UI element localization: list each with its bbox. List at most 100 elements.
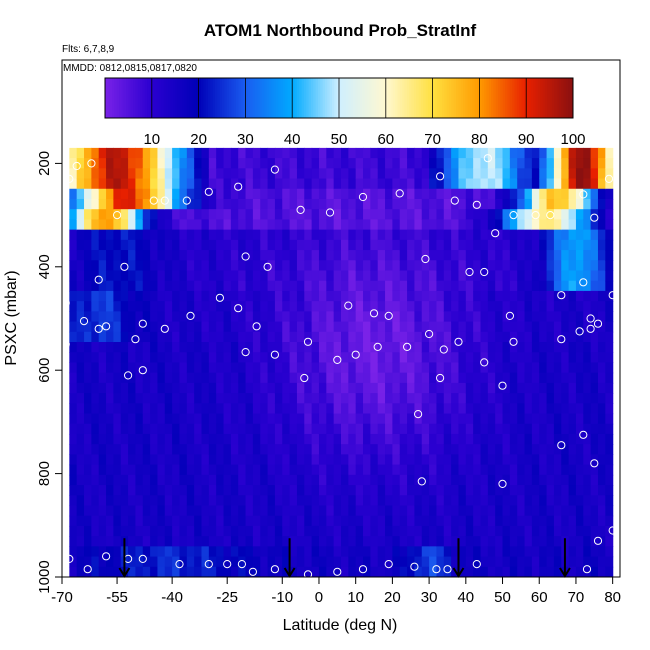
heatmap-cell (597, 454, 606, 466)
heatmap-cell (326, 331, 335, 343)
heatmap-cell (443, 147, 452, 159)
heatmap-cell (142, 188, 151, 200)
heatmap-cell (605, 280, 614, 292)
heatmap-cell (392, 454, 401, 466)
heatmap-cell (120, 474, 129, 486)
heatmap-cell (517, 485, 526, 496)
heatmap-cell (553, 147, 562, 159)
heatmap-cell (252, 433, 261, 445)
colorbar-segment (484, 78, 487, 118)
heatmap-cell (76, 454, 85, 466)
heatmap-cell (98, 331, 107, 343)
heatmap-cell (201, 382, 210, 394)
heatmap-cell (414, 198, 423, 210)
sample-point (436, 172, 445, 181)
heatmap-cell (98, 352, 107, 364)
heatmap-cell (553, 536, 562, 547)
colorbar-segment (278, 78, 281, 118)
heatmap-cell (348, 362, 357, 374)
heatmap-cell (69, 372, 78, 384)
heatmap-cell (326, 342, 335, 353)
heatmap-cell (458, 311, 467, 323)
heatmap-cell (333, 168, 342, 180)
heatmap-cell (399, 280, 408, 292)
heatmap-cell (252, 515, 261, 527)
heatmap-cell (289, 444, 298, 455)
heatmap-cell (524, 352, 533, 364)
heatmap-cell (568, 209, 577, 221)
heatmap-cell (157, 352, 166, 364)
heatmap-cell (509, 474, 518, 486)
heatmap-cell (341, 178, 349, 190)
heatmap-cell (502, 454, 511, 466)
heatmap-cell (267, 198, 276, 210)
heatmap-cell (568, 372, 577, 384)
heatmap-cell (304, 352, 313, 364)
heatmap-cell (194, 352, 203, 364)
heatmap-cell (451, 546, 460, 558)
heatmap-cell (436, 219, 445, 231)
heatmap-cell (157, 311, 166, 323)
heatmap-cell (583, 464, 592, 476)
heatmap-cell (179, 158, 188, 169)
heatmap-cell (377, 556, 386, 568)
heatmap-cell (495, 301, 504, 312)
heatmap-cell (590, 515, 599, 527)
heatmap-cell (495, 331, 504, 343)
heatmap-cell (363, 219, 371, 231)
heatmap-cell (443, 331, 452, 343)
heatmap-cell (509, 525, 518, 537)
heatmap-cell (333, 515, 342, 527)
heatmap-cell (267, 372, 276, 384)
heatmap-cell (172, 352, 181, 364)
heatmap-cell (568, 566, 577, 577)
heatmap-cell (355, 433, 364, 445)
heatmap-cell (76, 290, 85, 302)
heatmap-cell (568, 188, 577, 200)
heatmap-cell (216, 495, 225, 507)
heatmap-cell (568, 260, 577, 272)
colorbar-segment (439, 78, 443, 118)
heatmap-cell (341, 158, 349, 169)
heatmap-cell (142, 515, 151, 527)
heatmap-cell (113, 321, 122, 333)
heatmap-cell (458, 433, 467, 445)
heatmap-cell (465, 168, 474, 180)
heatmap-cell (230, 454, 239, 466)
heatmap-cell (495, 393, 504, 404)
heatmap-cell (98, 454, 107, 466)
heatmap-cell (128, 485, 137, 496)
heatmap-cell (76, 413, 85, 425)
heatmap-cell (546, 393, 555, 404)
heatmap-cell (414, 178, 423, 190)
heatmap-cell (296, 250, 305, 261)
heatmap-cell (451, 331, 460, 343)
heatmap-cell (480, 321, 489, 333)
heatmap-cell (341, 362, 349, 374)
heatmap-cell (385, 250, 393, 261)
heatmap-cell (208, 188, 217, 200)
heatmap-cell (76, 342, 85, 353)
colorbar-segment (339, 78, 342, 118)
heatmap-cell (561, 413, 570, 425)
heatmap-cell (230, 495, 239, 507)
heatmap-cell (252, 413, 261, 425)
heatmap-cell (164, 382, 173, 394)
colorbar-segment (142, 78, 146, 118)
heatmap-cell (157, 474, 166, 486)
heatmap-cell (69, 331, 78, 343)
heatmap-cell (465, 219, 474, 231)
heatmap-cell (245, 352, 254, 364)
heatmap-cell (238, 178, 247, 190)
heatmap-cell (473, 566, 482, 577)
heatmap-cell (348, 301, 357, 312)
heatmap-cell (172, 474, 181, 486)
heatmap-cell (553, 301, 562, 312)
heatmap-cell (363, 464, 371, 476)
heatmap-cell (546, 301, 555, 312)
heatmap-cell (296, 260, 305, 272)
heatmap-cell (179, 209, 188, 221)
heatmap-cell (289, 433, 298, 445)
heatmap-cell (76, 178, 85, 190)
heatmap-cell (377, 198, 386, 210)
